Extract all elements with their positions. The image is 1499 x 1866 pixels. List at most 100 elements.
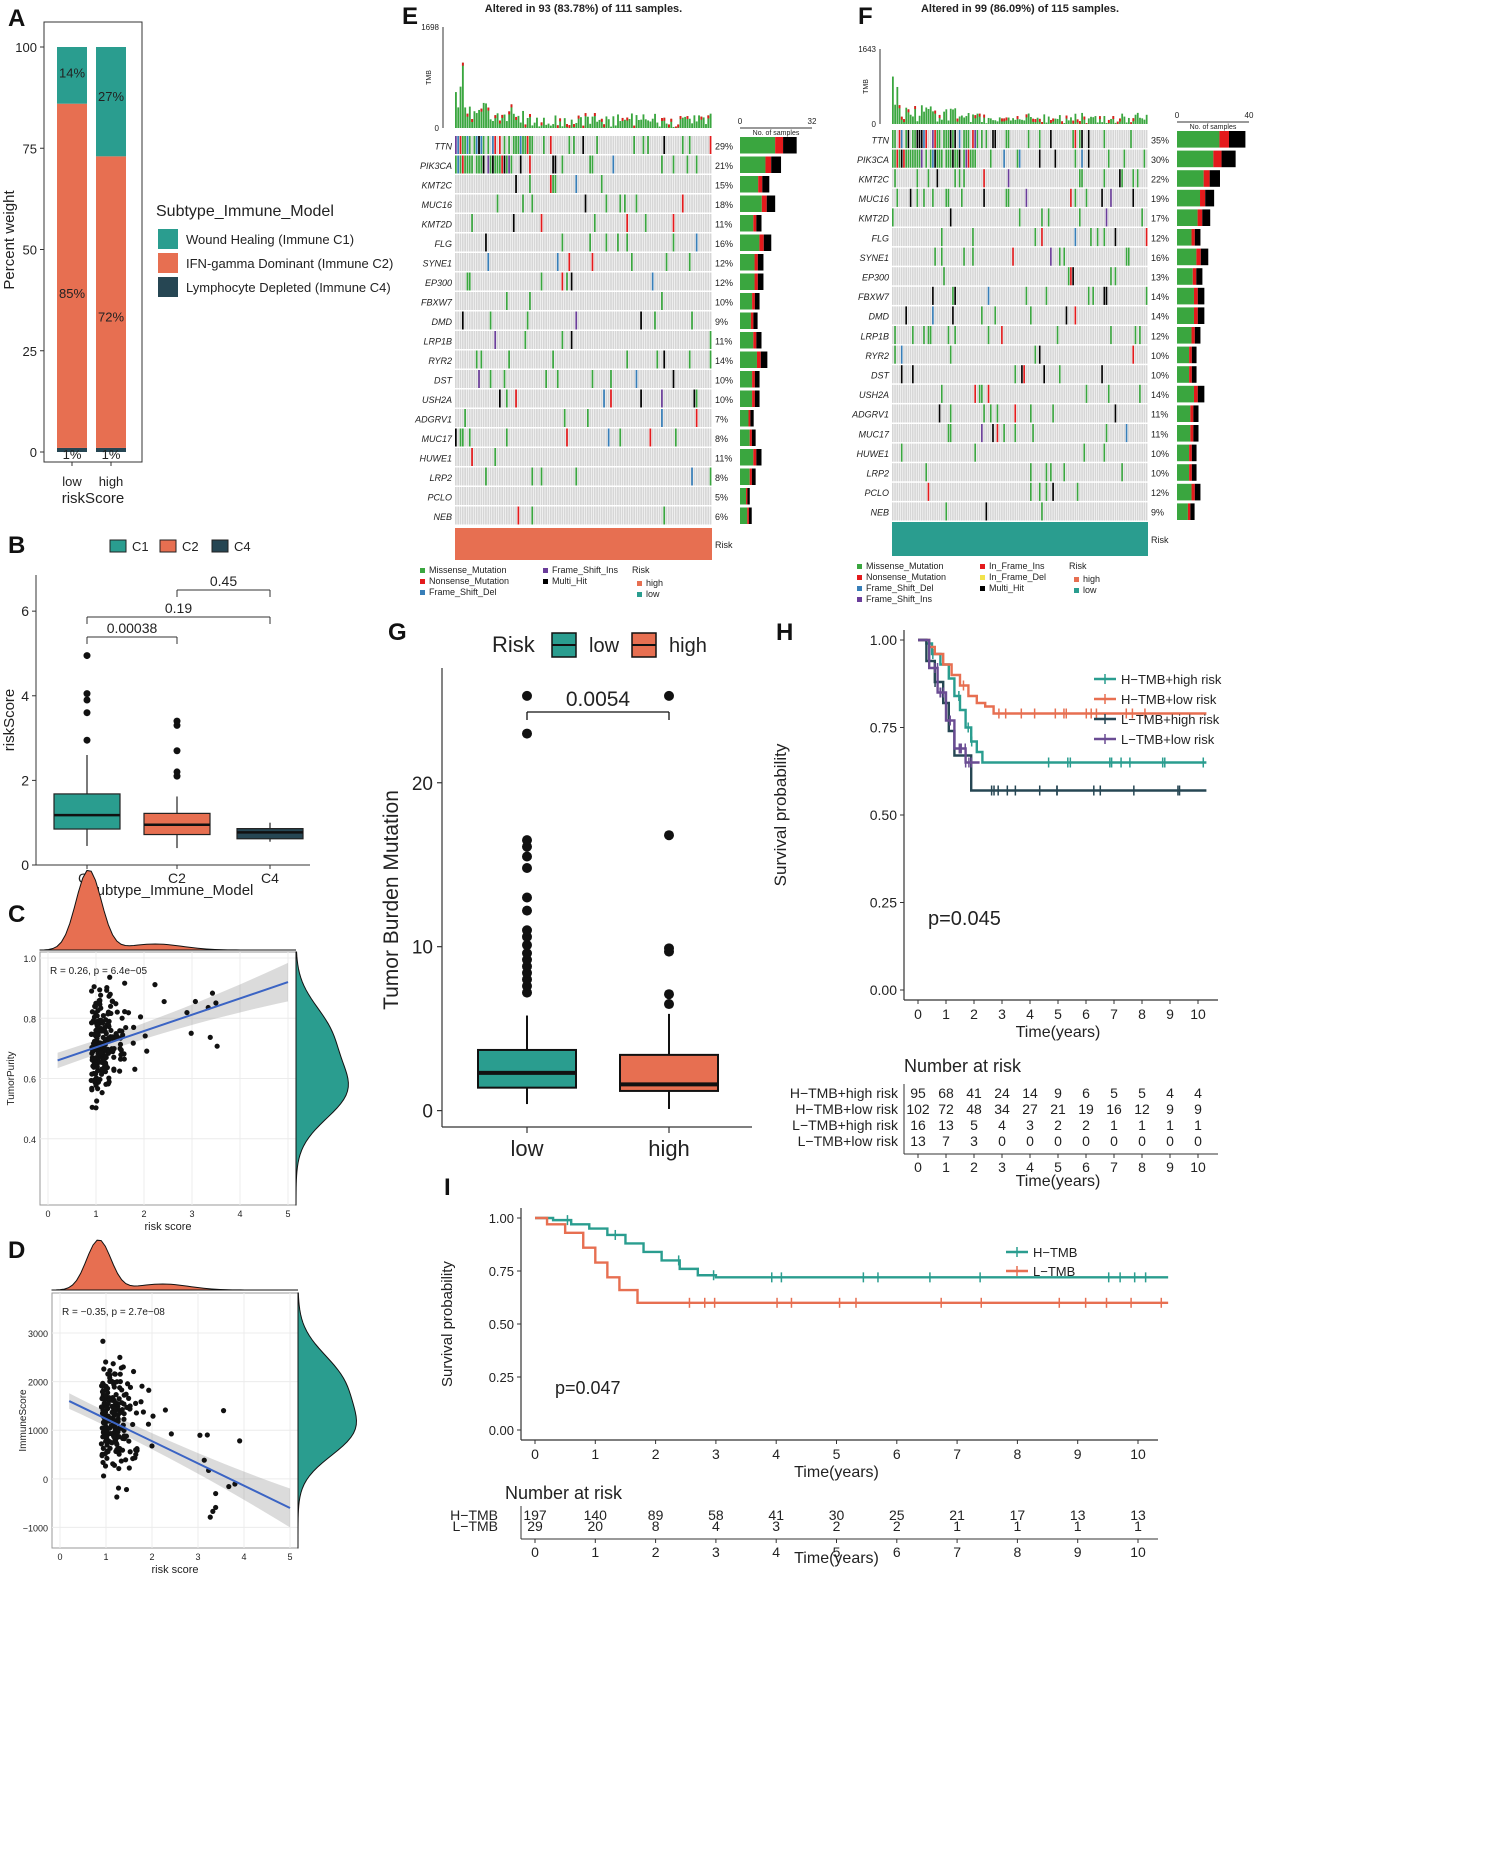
F-grid-cell xyxy=(1103,149,1106,168)
C-ylabel: TumorPurity xyxy=(6,1051,17,1105)
F-grid-cell xyxy=(1116,169,1119,188)
E-grid-cell xyxy=(709,175,712,193)
E-mutation-cell xyxy=(515,389,517,408)
E-grid-cell xyxy=(647,506,649,525)
E-grid-cell xyxy=(542,175,545,193)
B-box xyxy=(236,828,304,840)
E-tmb-bar xyxy=(526,117,529,128)
E-sample-bar xyxy=(762,176,770,193)
F-grid-cell xyxy=(1101,326,1103,345)
F-grid-cell xyxy=(1072,208,1074,227)
E-legend-item: Frame_Shift_Del xyxy=(429,587,497,597)
E-grid-cell xyxy=(498,194,501,213)
E-grid-cell xyxy=(647,389,649,408)
E-tmb-bar xyxy=(654,113,656,128)
F-grid-cell xyxy=(985,208,988,227)
E-pct-label: 11% xyxy=(715,336,732,346)
E-tmb-bar xyxy=(621,117,624,128)
E-grid-cell xyxy=(510,214,513,232)
E-mutation-cell xyxy=(489,155,492,174)
F-mutation-cell xyxy=(958,149,961,168)
F-grid-cell xyxy=(1076,306,1079,325)
E-grid-cell xyxy=(624,467,626,486)
F-mutation-cell xyxy=(1074,130,1077,149)
E-grid-cell xyxy=(531,175,534,193)
F-grid-cell xyxy=(1036,286,1039,305)
E-tmb-bar xyxy=(605,116,608,128)
E-grid-cell xyxy=(695,487,698,505)
E-grid-cell xyxy=(656,155,659,174)
E-grid-cell xyxy=(677,409,679,427)
F-grid-cell xyxy=(1072,306,1074,325)
F-grid-cell xyxy=(947,306,950,325)
E-legend-swatch xyxy=(543,568,548,573)
E-grid-cell xyxy=(665,350,668,369)
C-point xyxy=(98,992,104,998)
E-mutation-cell xyxy=(529,136,531,154)
E-grid-cell xyxy=(593,487,596,505)
E-grid-cell xyxy=(610,331,612,349)
E-sample-bar xyxy=(748,410,751,427)
E-mutation-cell xyxy=(640,311,642,330)
F-grid-cell xyxy=(969,169,972,188)
E-grid-cell xyxy=(538,331,541,349)
E-grid-cell xyxy=(679,448,682,466)
F-grid-cell xyxy=(1012,326,1014,345)
E-grid-cell xyxy=(485,311,487,330)
A-ytick-label: 100 xyxy=(15,40,37,55)
F-mutation-cell xyxy=(932,188,934,207)
E-grid-cell xyxy=(593,175,596,193)
E-grid-cell xyxy=(702,175,705,193)
F-tmb-bar xyxy=(1096,122,1099,124)
F-grid-cell xyxy=(1043,286,1045,305)
F-mutation-cell xyxy=(963,169,965,188)
F-tmb-bar xyxy=(1067,120,1070,124)
E-grid-cell xyxy=(573,389,575,408)
F-grid-cell xyxy=(1027,149,1030,168)
E-grid-cell xyxy=(489,506,492,525)
E-grid-cell xyxy=(686,409,689,427)
F-tmb-bar-seg xyxy=(903,119,905,123)
E-mutation-cell xyxy=(482,136,485,154)
E-mutation-cell xyxy=(561,272,564,291)
E-grid-cell xyxy=(674,292,677,310)
F-grid-cell xyxy=(1043,247,1045,266)
E-grid-cell xyxy=(547,175,550,193)
E-grid-cell xyxy=(589,506,592,525)
E-grid-cell xyxy=(688,214,691,232)
E-grid-cell xyxy=(619,350,622,369)
E-grid-cell xyxy=(547,272,550,291)
F-grid-cell xyxy=(1045,208,1048,227)
E-grid-cell xyxy=(556,487,559,505)
F-tmb-bar xyxy=(929,106,932,124)
F-grid-cell xyxy=(943,188,945,207)
F-grid-cell xyxy=(1116,188,1119,207)
E-grid-cell xyxy=(545,194,548,213)
E-grid-cell xyxy=(580,194,582,213)
E-grid-cell xyxy=(681,292,684,310)
E-grid-cell xyxy=(522,155,524,174)
E-grid-cell xyxy=(691,253,693,271)
E-grid-cell xyxy=(598,194,601,213)
E-grid-cell xyxy=(663,487,666,505)
E-mutation-cell xyxy=(619,428,622,447)
E-grid-cell xyxy=(705,331,707,349)
E-grid-cell xyxy=(475,467,478,486)
F-grid-cell xyxy=(940,286,943,305)
F-grid-cell xyxy=(900,286,903,305)
F-grid-cell xyxy=(909,208,912,227)
E-tmb-bar xyxy=(489,119,492,128)
E-grid-cell xyxy=(693,506,696,525)
E-grid-cell xyxy=(545,214,548,232)
E-grid-cell xyxy=(455,175,457,193)
F-grid-cell xyxy=(956,306,959,325)
E-grid-cell xyxy=(686,467,689,486)
E-grid-cell xyxy=(661,214,663,232)
E-grid-cell xyxy=(656,506,659,525)
E-grid-cell xyxy=(705,233,707,252)
E-grid-cell xyxy=(457,389,460,408)
E-grid-cell xyxy=(512,311,515,330)
E-grid-cell xyxy=(554,331,557,349)
E-grid-cell xyxy=(658,253,661,271)
E-grid-cell xyxy=(580,136,582,154)
